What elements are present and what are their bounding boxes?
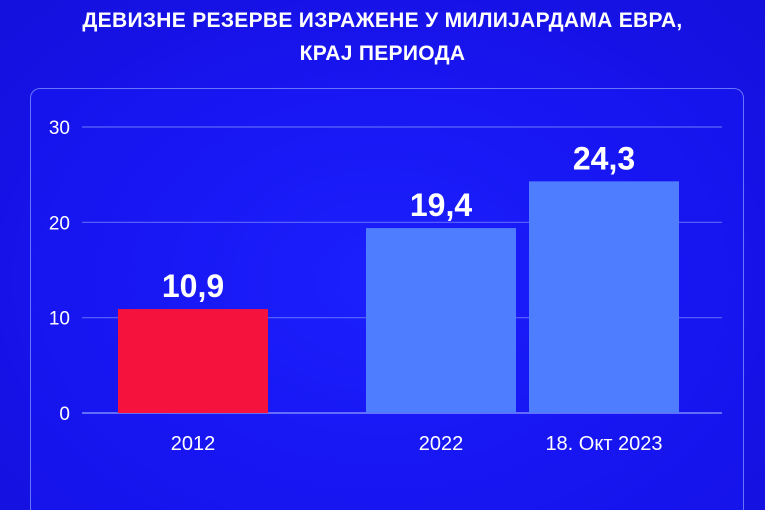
bar-value-label: 10,9 [162,268,224,304]
chart-title: ДЕВИЗНЕ РЕЗЕРВЕ ИЗРАЖЕНЕ У МИЛИЈАРДАМА Е… [0,4,765,70]
chart-title-line-1: ДЕВИЗНЕ РЕЗЕРВЕ ИЗРАЖЕНЕ У МИЛИЈАРДАМА Е… [82,9,683,32]
bar-1 [366,228,516,413]
bar-value-label: 24,3 [573,140,635,176]
y-tick-label: 30 [49,118,70,139]
x-tick-label: 2022 [419,433,464,455]
y-tick-label: 20 [49,213,70,234]
x-tick-label: 18. Окт 2023 [545,433,662,455]
bar-2 [529,181,679,413]
y-tick-label: 0 [59,404,70,425]
chart-title-line-2: КРАЈ ПЕРИОДА [299,42,466,65]
x-tick-label: 2012 [171,433,216,455]
y-tick-label: 10 [49,309,70,330]
bar-value-label: 19,4 [410,187,472,223]
bar-0 [118,309,268,413]
